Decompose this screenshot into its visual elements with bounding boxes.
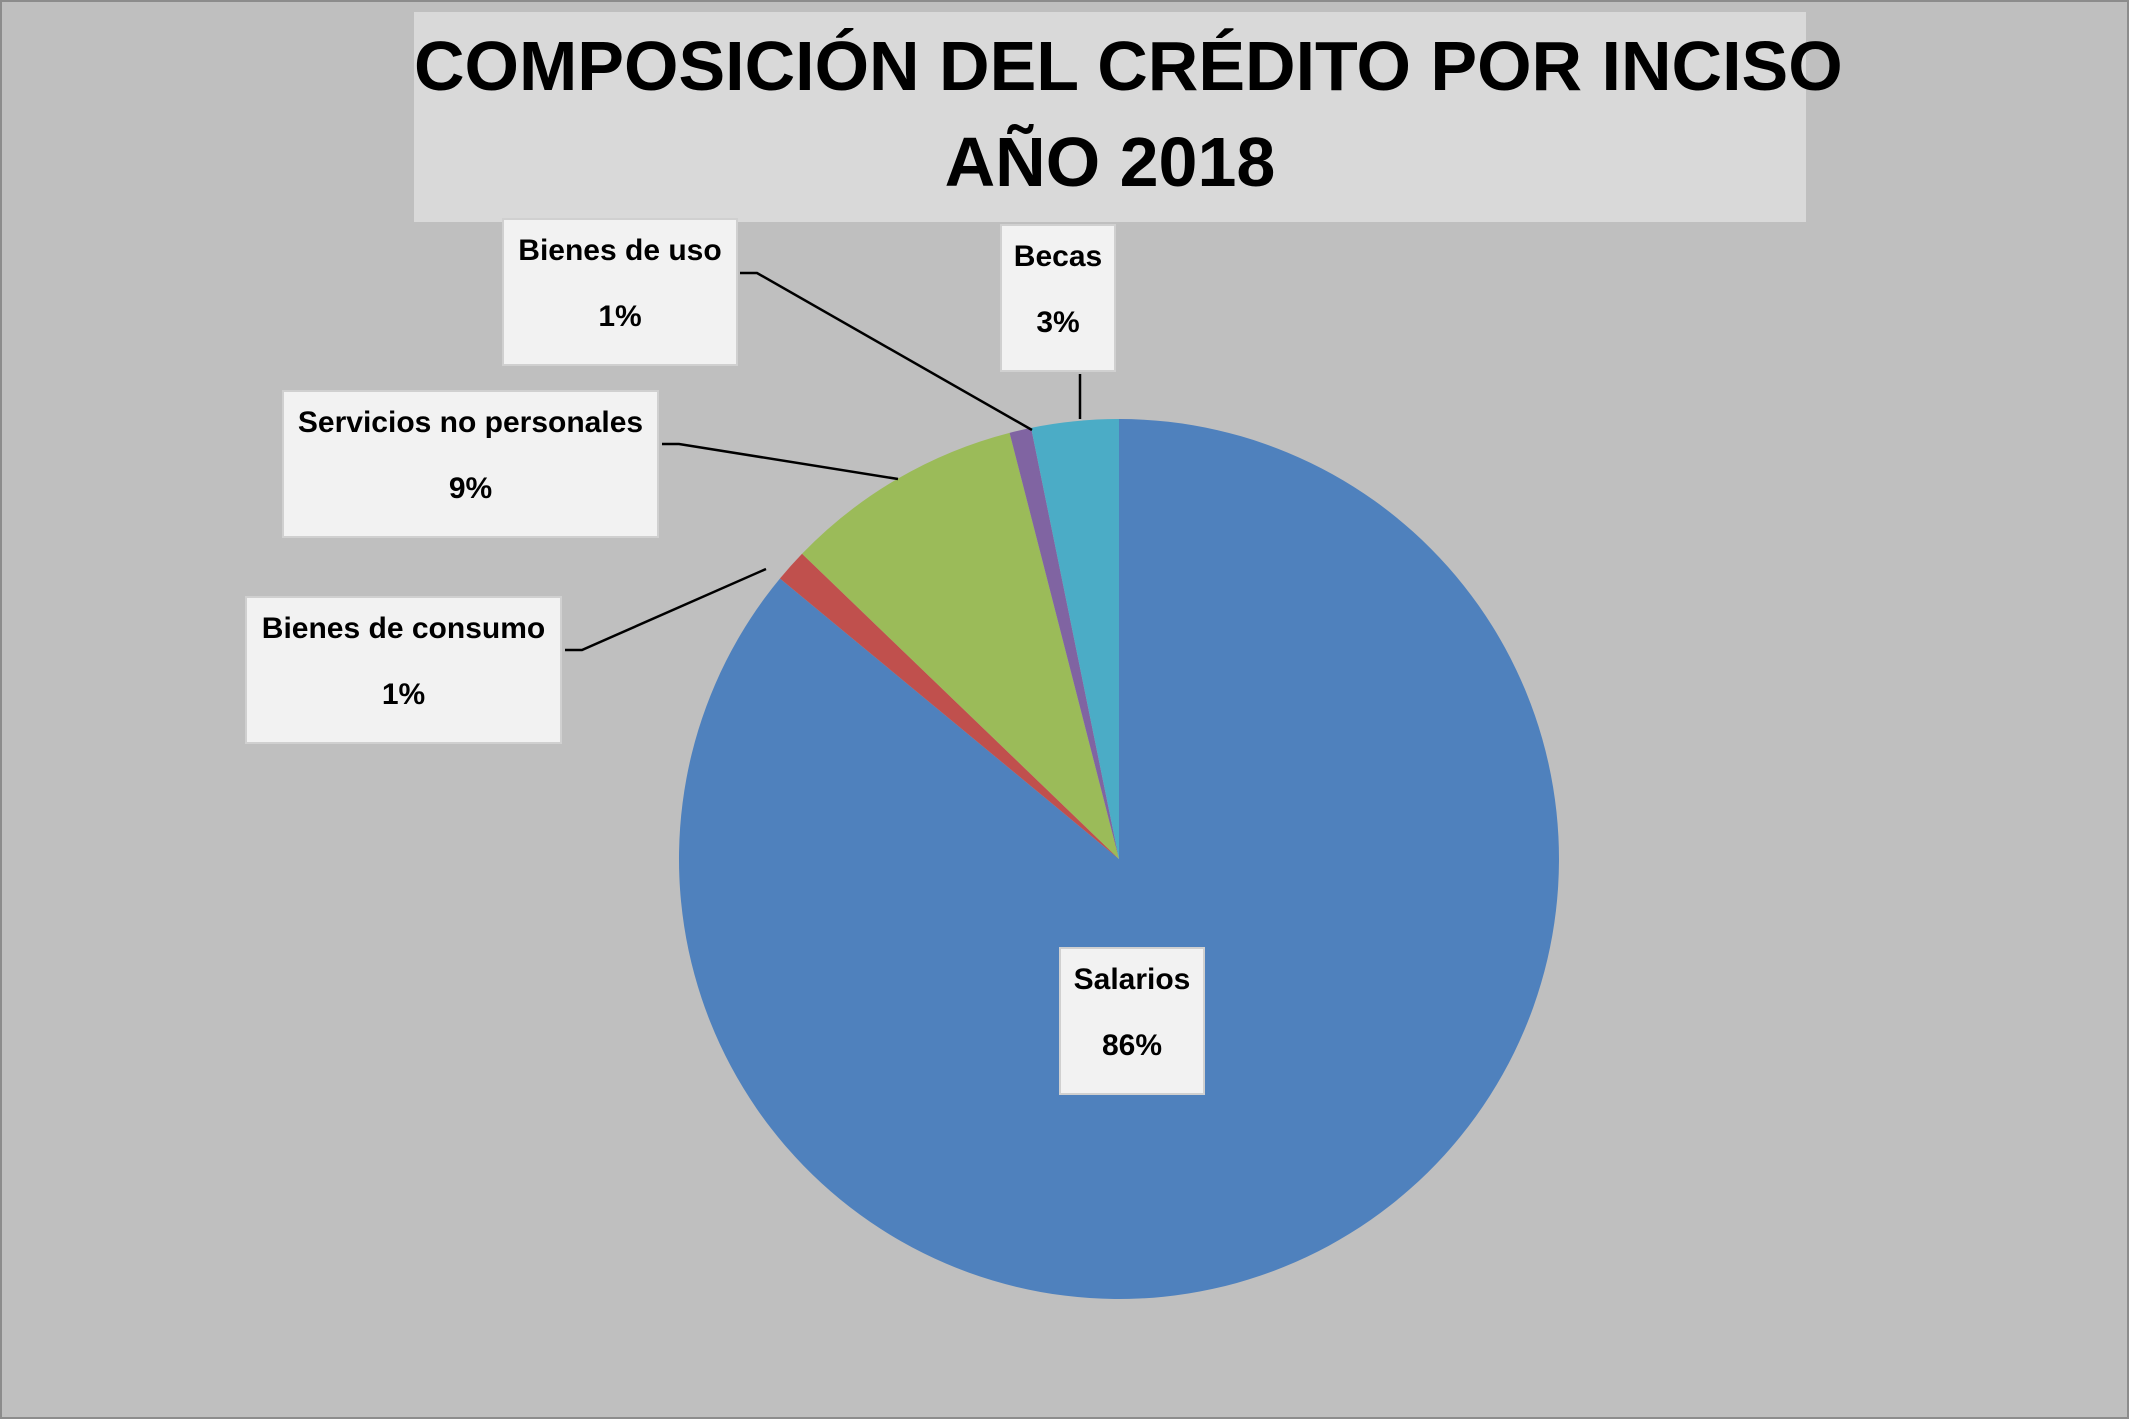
data-label-becas: Becas 3%	[1000, 224, 1116, 372]
chart-title-line-1: COMPOSICIÓN DEL CRÉDITO POR INCISO	[414, 27, 1843, 105]
pie-slice-becas	[1031, 418, 1119, 859]
data-label-percent: 1%	[598, 300, 642, 333]
data-label-percent: 3%	[1036, 306, 1080, 339]
leader-line-servicios-no-personales	[662, 442, 899, 481]
leader-line-bienes-de-consumo	[565, 567, 767, 652]
data-label-name: Servicios no personales	[297, 406, 644, 439]
pie-slice-servicios-no-personales	[802, 432, 1119, 859]
data-label-percent: 86%	[1101, 1029, 1163, 1062]
pie-slice-salarios	[678, 419, 1559, 1299]
pie-slice-bienes-de-uso	[1009, 427, 1119, 859]
chart-title: COMPOSICIÓN DEL CRÉDITO POR INCISO AÑO 2…	[414, 12, 1843, 222]
data-label-salarios: Salarios 86%	[1059, 947, 1205, 1095]
data-label-name: Salarios	[1073, 963, 1191, 996]
data-label-percent: 9%	[448, 472, 493, 505]
chart-title-line-2: AÑO 2018	[944, 123, 1276, 201]
data-label-name: Bienes de uso	[518, 234, 722, 267]
data-label-bienes-de-consumo: Bienes de consumo 1%	[245, 596, 562, 744]
data-label-name: Bienes de consumo	[261, 612, 546, 645]
leader-line-bienes-de-uso	[740, 271, 1033, 432]
data-label-bienes-de-uso: Bienes de uso 1%	[502, 218, 738, 366]
data-label-servicios-no-personales: Servicios no personales 9%	[282, 390, 659, 538]
data-label-name: Becas	[1013, 240, 1103, 273]
data-label-percent: 1%	[381, 678, 426, 711]
pie-slice-bienes-de-consumo	[779, 553, 1119, 859]
